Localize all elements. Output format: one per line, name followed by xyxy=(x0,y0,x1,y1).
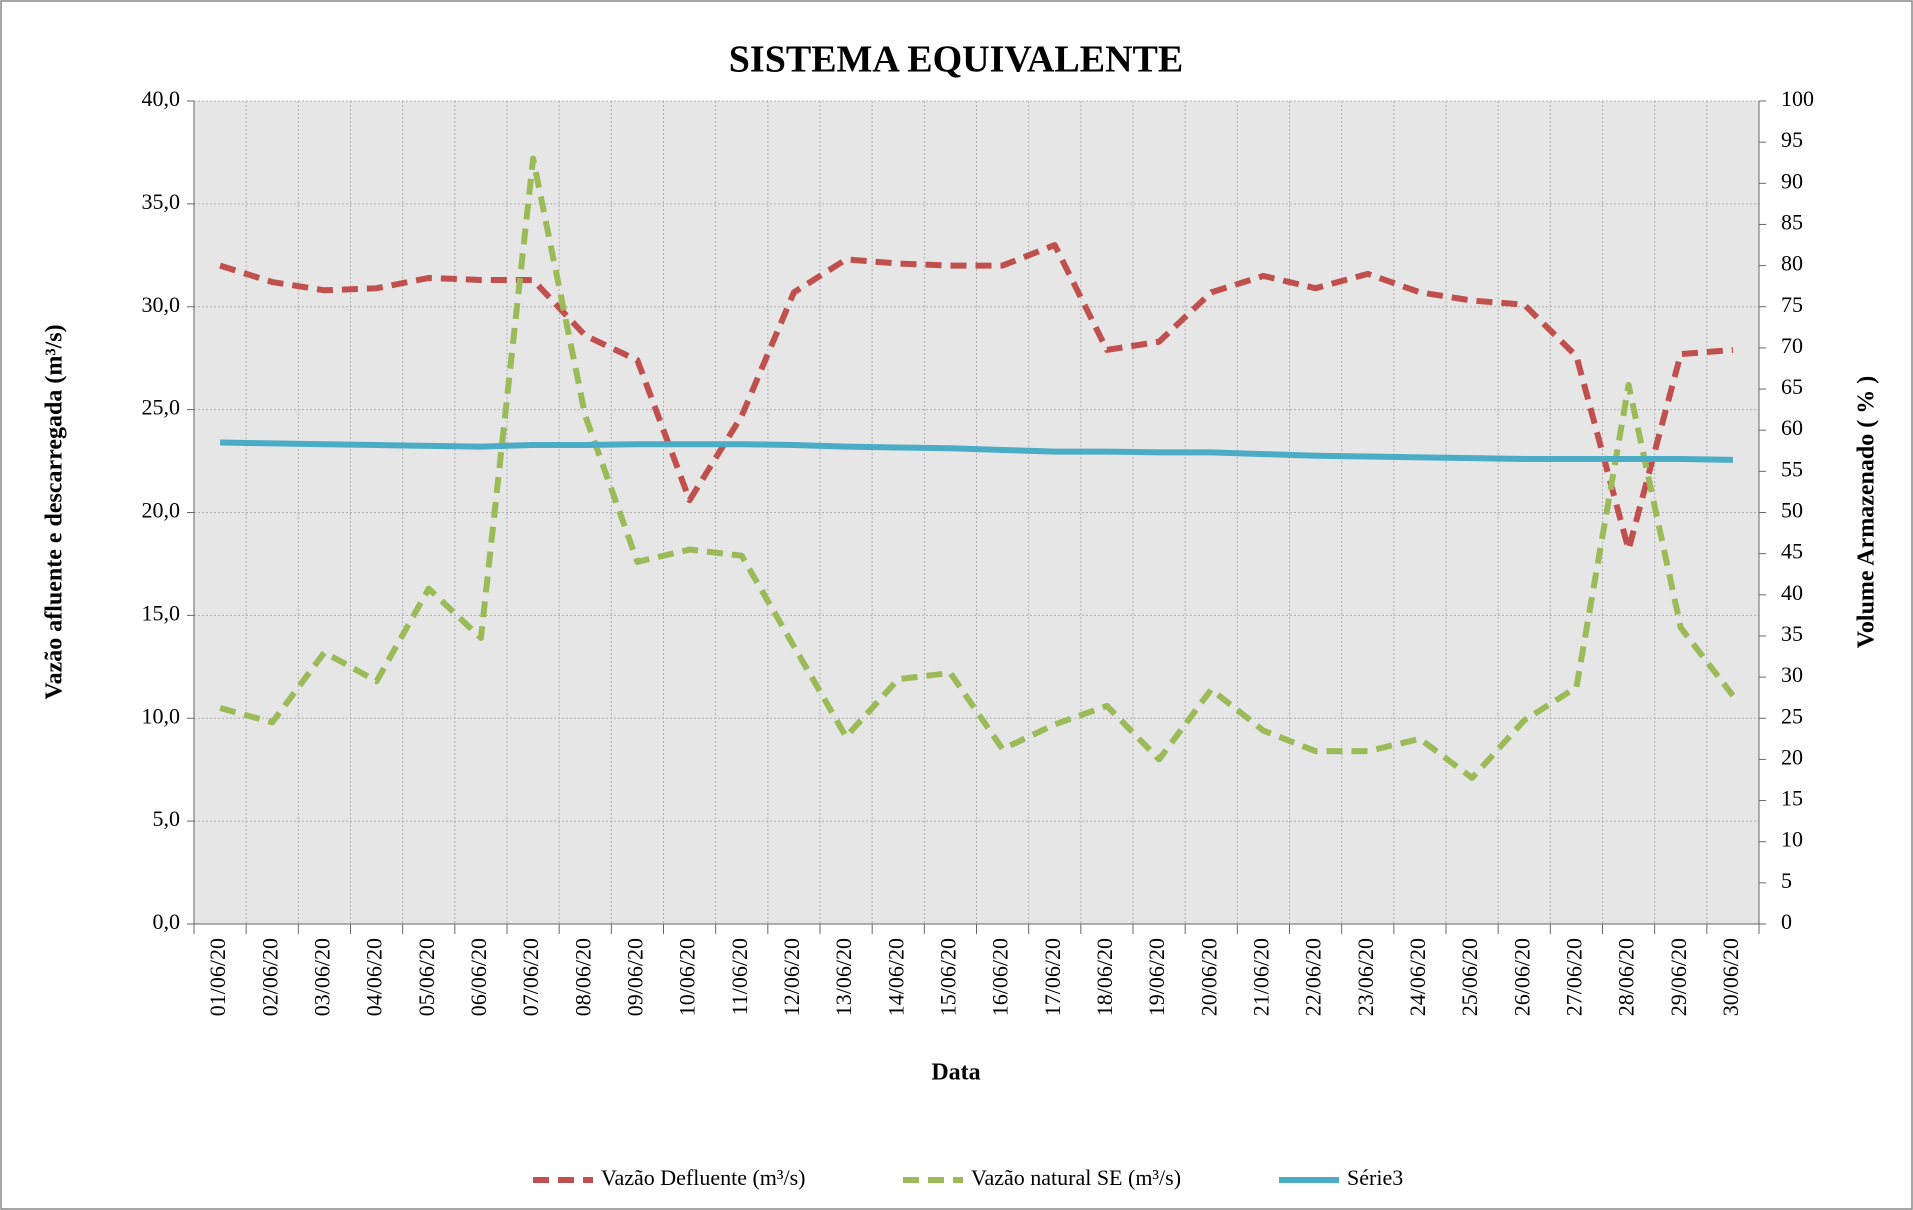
x-tick-label: 15/06/20 xyxy=(935,938,960,1016)
y2-tick-label: 15 xyxy=(1781,786,1803,811)
y-axis-label: Vazão afluente e descarregada (m³/s) xyxy=(42,324,68,699)
y2-tick-label: 10 xyxy=(1781,827,1803,852)
y-tick-label: 40,0 xyxy=(142,86,181,111)
y2-tick-label: 90 xyxy=(1781,168,1803,193)
x-tick-label: 12/06/20 xyxy=(779,938,804,1016)
x-tick-label: 09/06/20 xyxy=(622,938,647,1016)
y-tick-label: 15,0 xyxy=(142,600,181,625)
legend-label: Vazão Defluente (m³/s) xyxy=(601,1165,806,1190)
y-tick-label: 10,0 xyxy=(142,703,181,728)
legend-label: Série3 xyxy=(1347,1165,1403,1190)
y2-tick-label: 95 xyxy=(1781,127,1803,152)
x-tick-label: 04/06/20 xyxy=(362,938,387,1016)
y-tick-label: 35,0 xyxy=(142,189,181,214)
y2-tick-label: 35 xyxy=(1781,621,1803,646)
x-tick-label: 18/06/20 xyxy=(1092,938,1117,1016)
y2-tick-label: 70 xyxy=(1781,333,1803,358)
y2-tick-label: 5 xyxy=(1781,868,1792,893)
x-tick-label: 02/06/20 xyxy=(257,938,282,1016)
x-tick-label: 29/06/20 xyxy=(1666,938,1691,1016)
x-tick-label: 07/06/20 xyxy=(518,938,543,1016)
x-tick-label: 10/06/20 xyxy=(675,938,700,1016)
series-line xyxy=(220,439,1733,463)
y2-tick-label: 80 xyxy=(1781,251,1803,276)
x-tick-label: 25/06/20 xyxy=(1457,938,1482,1016)
x-tick-label: 08/06/20 xyxy=(570,938,595,1016)
y-tick-label: 0,0 xyxy=(153,909,181,934)
x-tick-label: 19/06/20 xyxy=(1144,938,1169,1016)
legend-label: Vazão natural SE (m³/s) xyxy=(971,1165,1181,1190)
x-tick-label: 11/06/20 xyxy=(727,938,752,1015)
x-tick-label: 06/06/20 xyxy=(466,938,491,1016)
x-tick-label: 20/06/20 xyxy=(1196,938,1221,1016)
x-tick-label: 22/06/20 xyxy=(1301,938,1326,1016)
y2-tick-label: 65 xyxy=(1781,374,1803,399)
series-line xyxy=(219,242,1734,553)
y2-tick-label: 40 xyxy=(1781,580,1803,605)
x-tick-label: 27/06/20 xyxy=(1561,938,1586,1016)
y2-tick-label: 0 xyxy=(1781,909,1792,934)
y2-tick-label: 20 xyxy=(1781,744,1803,769)
y2-tick-label: 30 xyxy=(1781,662,1803,687)
y2-tick-label: 85 xyxy=(1781,209,1803,234)
x-tick-label: 21/06/20 xyxy=(1248,938,1273,1016)
y2-tick-label: 55 xyxy=(1781,456,1803,481)
y2-tick-label: 100 xyxy=(1781,86,1814,111)
x-tick-label: 14/06/20 xyxy=(883,938,908,1016)
x-tick-label: 28/06/20 xyxy=(1614,938,1639,1016)
y2-tick-label: 75 xyxy=(1781,292,1803,317)
x-tick-label: 23/06/20 xyxy=(1353,938,1378,1016)
x-tick-label: 26/06/20 xyxy=(1509,938,1534,1016)
x-tick-label: 01/06/20 xyxy=(205,938,230,1016)
x-axis-label: Data xyxy=(931,1060,980,1086)
y-tick-label: 20,0 xyxy=(142,498,181,523)
x-tick-label: 05/06/20 xyxy=(414,938,439,1016)
y-tick-label: 5,0 xyxy=(153,806,181,831)
y2-tick-label: 50 xyxy=(1781,498,1803,523)
y2-axis-label: Volume Armazenado ( % ) xyxy=(1854,376,1880,648)
x-tick-label: 17/06/20 xyxy=(1040,938,1065,1016)
y2-tick-label: 60 xyxy=(1781,415,1803,440)
y2-tick-label: 25 xyxy=(1781,703,1803,728)
y-tick-label: 30,0 xyxy=(142,292,181,317)
chart-title: SISTEMA EQUIVALENTE xyxy=(729,39,1183,81)
x-tick-label: 30/06/20 xyxy=(1718,938,1743,1016)
x-tick-label: 24/06/20 xyxy=(1405,938,1430,1016)
y2-tick-label: 45 xyxy=(1781,539,1803,564)
x-tick-label: 03/06/20 xyxy=(309,938,334,1016)
plot-area xyxy=(194,101,1759,924)
x-tick-label: 16/06/20 xyxy=(988,938,1013,1016)
y-tick-label: 25,0 xyxy=(142,395,181,420)
x-tick-label: 13/06/20 xyxy=(831,938,856,1016)
